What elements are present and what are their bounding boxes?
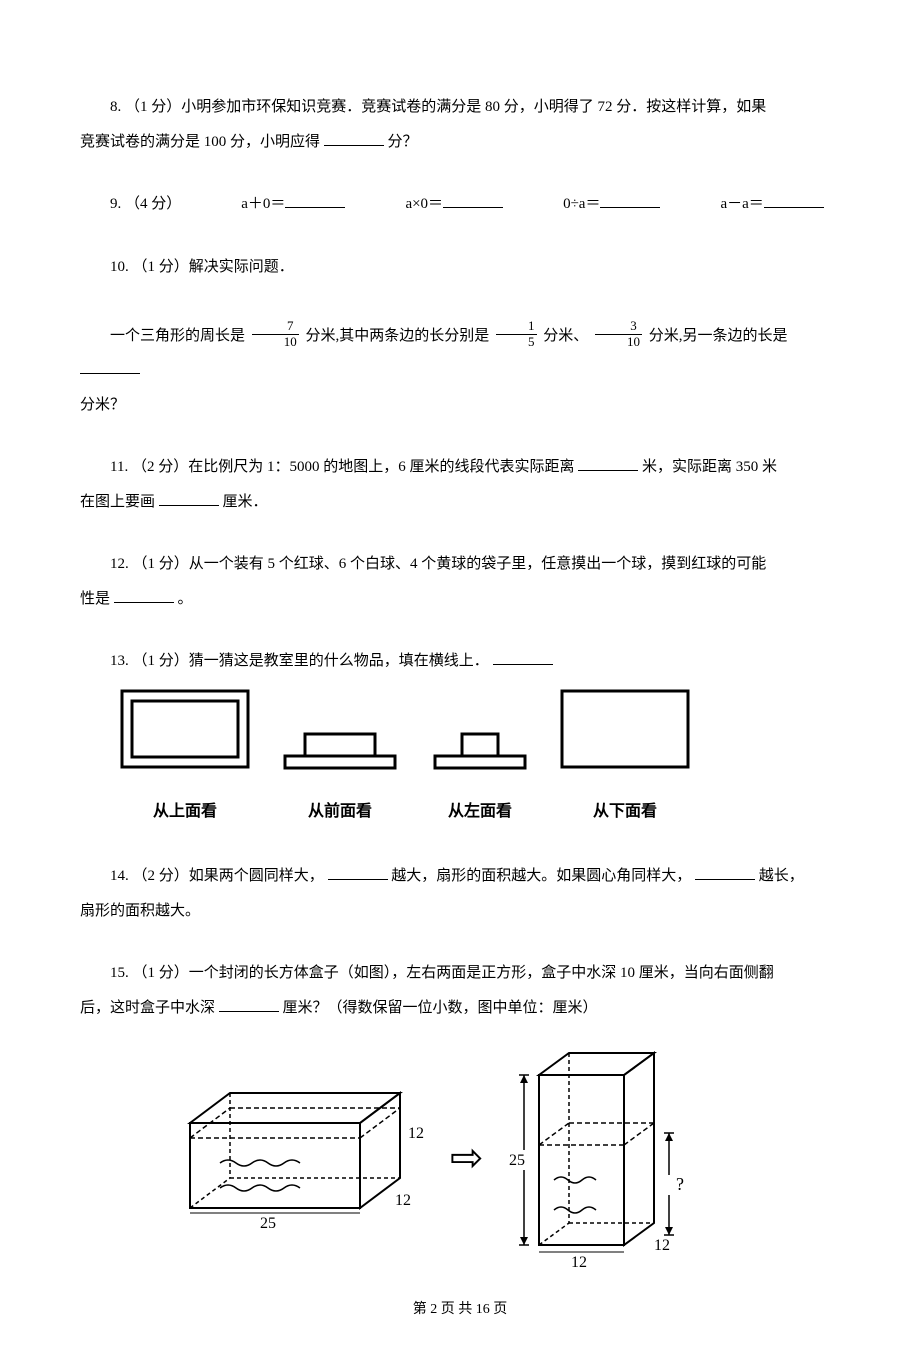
q9-eq2: a×0＝ (405, 187, 503, 222)
q14-blank2 (695, 864, 755, 880)
view-bottom-label: 从下面看 (560, 794, 690, 831)
q10-frac3: 310 (595, 319, 642, 349)
question-8: 8. （1 分）小明参加市环保知识竞赛．竞赛试卷的满分是 80 分，小明得了 7… (80, 90, 840, 159)
q15-right-d: 12 (654, 1237, 670, 1254)
q15-left-d: 12 (395, 1192, 411, 1209)
q10-d: 分米,另一条边的长是 (649, 328, 788, 344)
question-10: 10. （1 分）解决实际问题． 一个三角形的周长是 710 分米,其中两条边的… (80, 250, 840, 423)
q9-lead: 9. （4 分） (110, 187, 181, 222)
view-left-shape (430, 729, 530, 774)
q8-line1: 8. （1 分）小明参加市环保知识竞赛．竞赛试卷的满分是 80 分，小明得了 7… (110, 99, 766, 115)
q8-line2b: 分？ (388, 134, 418, 150)
question-11: 11. （2 分）在比例尺为 1：5000 的地图上，6 厘米的线段代表实际距离… (80, 450, 840, 519)
view-bottom-shape (560, 689, 690, 774)
q15-box-right: 25 ? 12 12 (504, 1045, 704, 1270)
question-12: 12. （1 分）从一个装有 5 个红球、6 个白球、4 个黄球的袋子里，任意摸… (80, 547, 840, 616)
q14-c: 越长， (759, 868, 804, 884)
q10-c: 分米、 (543, 328, 588, 344)
q14-d: 扇形的面积越大。 (80, 903, 200, 919)
q9-eq1: a＋0＝ (241, 187, 345, 222)
q10-blank (80, 358, 140, 374)
q15-right-h: 25 (509, 1152, 525, 1169)
q15-right-w: 12 (571, 1254, 587, 1270)
view-left: 从左面看 (430, 729, 530, 832)
q9-eq3: 0÷a＝ (563, 187, 660, 222)
q13-a: 13. （1 分）猜一猜这是教室里的什么物品，填在横线上． (110, 653, 489, 669)
view-bottom: 从下面看 (560, 689, 690, 832)
q13-figure: 从上面看 从前面看 从左面看 从下面看 (120, 689, 840, 832)
question-13: 13. （1 分）猜一猜这是教室里的什么物品，填在横线上． 从上面看 从前面看 (80, 644, 840, 831)
q10-frac2: 15 (496, 319, 537, 349)
q11-d: 厘米． (223, 494, 268, 510)
view-top-label: 从上面看 (120, 794, 250, 831)
q10-b: 分米,其中两条边的长分别是 (306, 328, 494, 344)
q15-left-h: 12 (408, 1125, 424, 1142)
q11-blank1 (578, 455, 638, 471)
q15-c: 厘米？（得数保留一位小数，图中单位：厘米） (283, 1000, 598, 1016)
view-top: 从上面看 (120, 689, 250, 832)
q9-blank1 (285, 192, 345, 208)
q8-line2a: 竞赛试卷的满分是 100 分，小明应得 (80, 134, 320, 150)
question-15: 15. （1 分）一个封闭的长方体盒子（如图），左右两面是正方形，盒子中水深 1… (80, 956, 840, 1270)
q14-a: 14. （2 分）如果两个圆同样大， (110, 868, 324, 884)
view-top-shape (120, 689, 250, 774)
q11-blank2 (159, 490, 219, 506)
q9-eq4: a－a＝ (720, 187, 823, 222)
q15-right-q: ? (676, 1174, 684, 1194)
q14-b: 越大，扇形的面积越大。如果圆心角同样大， (391, 868, 691, 884)
arrow-icon: ⇨ (450, 1112, 484, 1204)
q10-e: 分米？ (80, 397, 125, 413)
q14-blank1 (328, 864, 388, 880)
view-front-label: 从前面看 (280, 794, 400, 831)
q11-b: 米，实际距离 350 米 (642, 459, 777, 475)
q11-c: 在图上要画 (80, 494, 155, 510)
q9-blank3 (600, 192, 660, 208)
q12-a: 12. （1 分）从一个装有 5 个红球、6 个白球、4 个黄球的袋子里，任意摸… (110, 556, 766, 572)
q15-box-left: 12 12 25 (180, 1083, 430, 1233)
view-front-shape (280, 729, 400, 774)
view-left-label: 从左面看 (430, 794, 530, 831)
q12-c: 。 (178, 591, 193, 607)
question-14: 14. （2 分）如果两个圆同样大， 越大，扇形的面积越大。如果圆心角同样大， … (80, 859, 840, 928)
q10-lead: 10. （1 分）解决实际问题． (110, 259, 294, 275)
q12-blank (114, 587, 174, 603)
q10-frac1: 710 (252, 319, 299, 349)
q9-blank4 (764, 192, 824, 208)
q15-left-w: 25 (260, 1215, 276, 1232)
q12-b: 性是 (80, 591, 110, 607)
q10-a: 一个三角形的周长是 (110, 328, 249, 344)
question-9: 9. （4 分） a＋0＝ a×0＝ 0÷a＝ a－a＝ (80, 187, 840, 222)
q9-blank2 (443, 192, 503, 208)
q11-a: 11. （2 分）在比例尺为 1：5000 的地图上，6 厘米的线段代表实际距离 (110, 459, 574, 475)
q15-figure: 12 12 25 ⇨ (180, 1045, 840, 1270)
q13-blank (493, 649, 553, 665)
q8-blank (324, 130, 384, 146)
q15-b: 后，这时盒子中水深 (80, 1000, 215, 1016)
q15-a: 15. （1 分）一个封闭的长方体盒子（如图），左右两面是正方形，盒子中水深 1… (110, 965, 774, 981)
view-front: 从前面看 (280, 729, 400, 832)
q15-blank (219, 996, 279, 1012)
page-footer: 第 2 页 共 16 页 (80, 1298, 840, 1318)
